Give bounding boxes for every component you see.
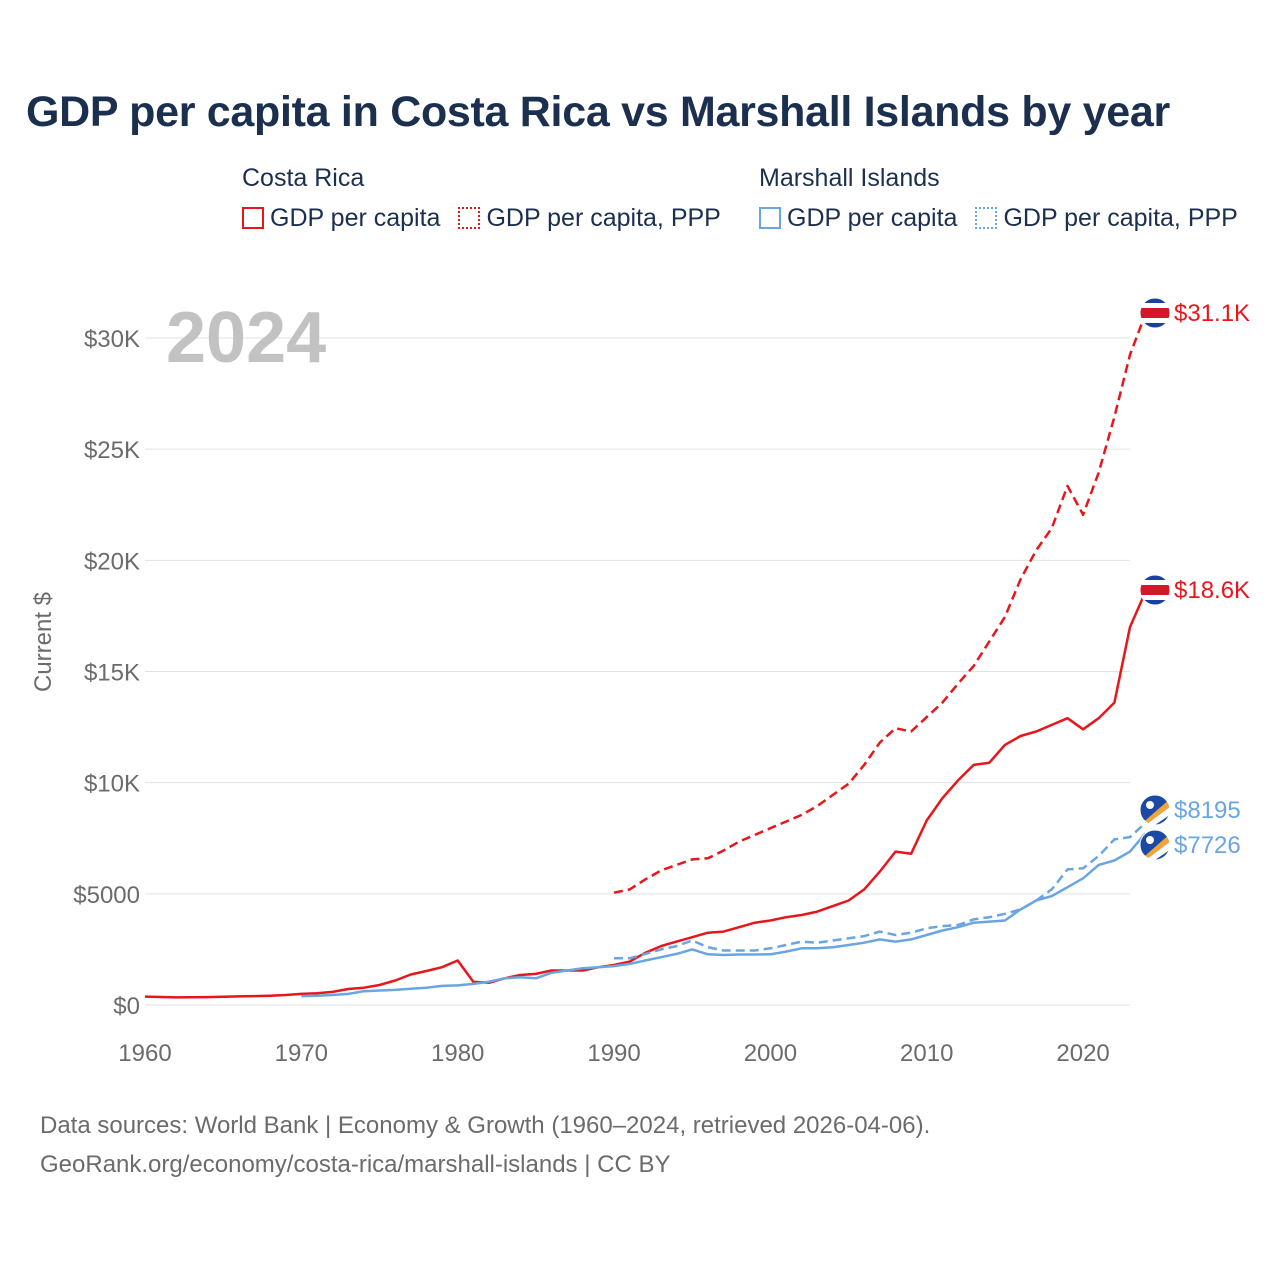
legend-item-label: GDP per capita	[270, 203, 441, 232]
year-watermark: 2024	[166, 298, 326, 378]
y-tick-label: $10K	[84, 771, 140, 798]
costa-rica-flag-icon	[1139, 297, 1171, 329]
legend-group-marshall-islands: Marshall Islands GDP per capita GDP per …	[759, 160, 1256, 240]
end-value-label: $31.1K	[1174, 300, 1250, 327]
legend-item-label: GDP per capita, PPP	[1003, 203, 1238, 232]
y-tick-label: $20K	[84, 548, 140, 575]
legend-item-cr-gdp[interactable]: GDP per capita	[242, 204, 440, 233]
y-tick-label: $5000	[73, 882, 140, 909]
footer-source: Data sources: World Bank | Economy & Gro…	[40, 1112, 931, 1139]
end-value-label: $7726	[1174, 832, 1241, 859]
footer: Data sources: World Bank | Economy & Gro…	[40, 1106, 930, 1184]
end-value-label: $18.6K	[1174, 577, 1250, 604]
legend-item-label: GDP per capita	[787, 203, 958, 232]
y-tick-label: $30K	[84, 326, 140, 353]
series-line-cr-gdp[interactable]	[144, 590, 1147, 999]
legend-swatch-dotted	[458, 207, 481, 229]
line-chart: $0 $5000 $10K $15K $20K $25K $30K 1960 1970 1980…	[30, 297, 1250, 1067]
x-axis-ticks: 1960 1970 1980 1990 2000 2010 2020	[118, 1040, 1109, 1067]
y-tick-label: $15K	[84, 660, 140, 687]
x-tick-label: 2020	[1056, 1040, 1109, 1067]
x-tick-label: 1990	[587, 1040, 640, 1067]
legend-group-title: Marshall Islands	[759, 164, 940, 192]
x-tick-label: 2000	[744, 1040, 797, 1067]
legend-item-label: GDP per capita, PPP	[486, 203, 721, 232]
series-lines	[144, 313, 1147, 999]
x-tick-label: 1970	[275, 1040, 328, 1067]
y-tick-label: $25K	[84, 437, 140, 464]
end-labels: $31.1K $18.6K $8195 $7726	[1139, 297, 1250, 861]
legend-swatch-solid	[242, 207, 264, 229]
x-tick-label: 1960	[118, 1040, 171, 1067]
series-line-mh-ppp[interactable]	[614, 821, 1147, 960]
legend-item-mh-ppp[interactable]: GDP per capita, PPP	[975, 203, 1238, 233]
footer-link[interactable]: GeoRank.org/economy/costa-rica/marshall-…	[40, 1151, 671, 1178]
series-line-mh-gdp[interactable]	[301, 832, 1147, 998]
legend-swatch-dotted	[975, 207, 998, 229]
y-axis-ticks: $0 $5000 $10K $15K $20K $25K $30K	[73, 326, 140, 1020]
chart-title: GDP per capita in Costa Rica vs Marshall…	[26, 88, 1170, 136]
legend-group-costa-rica: Costa Rica GDP per capita GDP per capita…	[242, 160, 739, 240]
grid-lines	[145, 337, 1130, 1006]
y-axis-label: Current $	[30, 592, 57, 692]
end-value-label: $8195	[1174, 797, 1241, 824]
legend-item-cr-ppp[interactable]: GDP per capita, PPP	[458, 203, 721, 233]
x-tick-label: 1980	[431, 1040, 484, 1067]
legend-group-title: Costa Rica	[242, 164, 365, 192]
marshall-islands-flag-icon	[1139, 794, 1171, 826]
y-tick-label: $0	[113, 993, 140, 1020]
legend-swatch-solid	[759, 207, 781, 229]
series-line-cr-ppp[interactable]	[613, 313, 1147, 894]
legend-item-mh-gdp[interactable]: GDP per capita	[759, 204, 957, 233]
costa-rica-flag-icon	[1139, 574, 1171, 606]
x-tick-label: 2010	[900, 1040, 953, 1067]
marshall-islands-flag-icon	[1139, 829, 1171, 861]
